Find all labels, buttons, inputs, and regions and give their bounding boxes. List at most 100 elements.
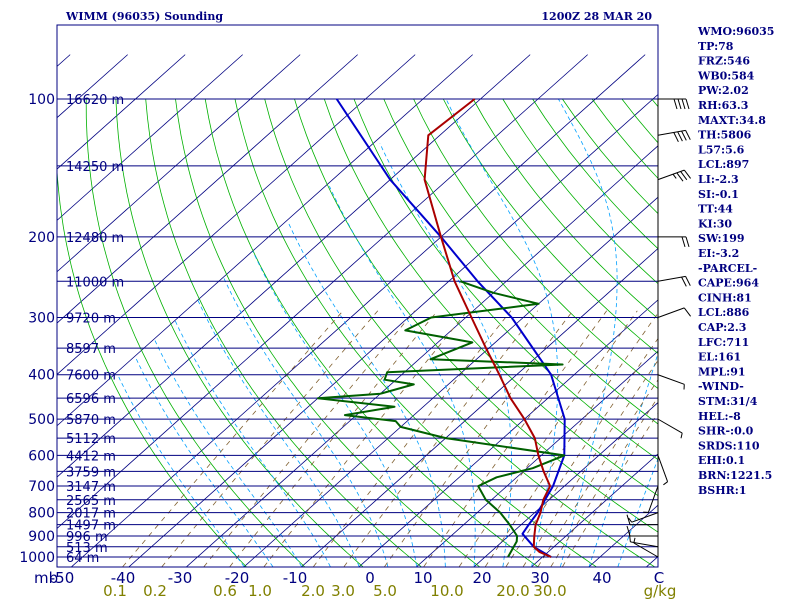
dry-adiabat-line (472, 98, 658, 320)
height-label: 9720 m (66, 312, 116, 327)
mixing-ratio-line (313, 310, 512, 567)
mixing-ratio-tick-label: 3.0 (331, 582, 355, 600)
isotherm-line (0, 55, 13, 576)
wind-barb-half-flag (680, 432, 683, 439)
height-label: 16620 m (66, 93, 124, 108)
moist-adiabat-line (252, 251, 417, 567)
wind-barb-flag (677, 98, 682, 110)
mixing-ratio-line (522, 359, 658, 567)
dry-adiabat-line (175, 98, 480, 567)
wind-barb (657, 455, 669, 486)
index-item: PW:2.02 (698, 84, 749, 97)
temperature-tick-label: 30 (530, 569, 549, 587)
wind-barb-flag (683, 169, 691, 179)
profile-curves (316, 98, 566, 558)
wind-barb-flag (626, 525, 631, 537)
index-item: EHI:0.1 (698, 454, 745, 467)
parcel-trace-line (335, 98, 566, 558)
mixing-ratio-tick-label: 0.1 (103, 582, 127, 600)
height-label: 513 m (66, 541, 108, 556)
height-label: 2565 m (66, 494, 116, 509)
mixing-ratio-tick-label: 20.0 (496, 582, 529, 600)
mixing-ratio-tick-label: 2.0 (301, 582, 325, 600)
moist-adiabat-line (287, 221, 446, 567)
wind-barb (643, 485, 659, 513)
pressure-tick-label: 700 (28, 479, 55, 495)
index-item: SHR-:0.0 (698, 425, 754, 438)
pressure-tick-label: 500 (28, 412, 55, 428)
wind-barb-flag (681, 98, 686, 110)
height-label: 1497 m (66, 519, 116, 534)
wind-barb-flag (677, 131, 683, 142)
height-label: 5870 m (66, 413, 116, 428)
sounding-time: 1200Z 28 MAR 20 (541, 10, 652, 23)
isotherm-line (185, 145, 658, 567)
dry-adiabat-line (413, 98, 658, 390)
index-item: L57:5.6 (698, 143, 745, 156)
index-item: MAXT:34.8 (698, 114, 766, 127)
wind-barb-flag (673, 98, 678, 110)
wind-barb-half-flag (672, 173, 677, 179)
mixing-ratio-line (550, 396, 658, 567)
index-item: CAP:2.3 (698, 321, 746, 334)
pressure-tick-label: 600 (28, 448, 55, 464)
index-item: SI:-0.1 (698, 188, 739, 201)
dry-adiabat-line (771, 99, 800, 567)
wind-barb (633, 537, 659, 558)
index-item: TP:78 (698, 40, 734, 53)
moist-adiabat-line (223, 277, 389, 567)
moist-adiabat-line (588, 351, 658, 567)
wind-barb-flag (626, 514, 631, 525)
wind-barb (626, 525, 659, 537)
index-item: BRN:1221.5 (698, 469, 772, 482)
pressure-tick-label: 300 (28, 311, 55, 327)
index-item: LCL:897 (698, 158, 749, 171)
mixing-ratio-tick-label: 30.0 (533, 582, 566, 600)
mixing-ratio-line (122, 310, 344, 567)
index-item: -WIND- (698, 380, 744, 393)
mixing-ratio-line (229, 310, 438, 567)
temperature-unit-label: C (654, 569, 664, 587)
height-label: 14250 m (66, 160, 124, 175)
wind-barb (657, 236, 690, 248)
dry-adiabat-line (234, 98, 597, 567)
wind-barb-flag (673, 132, 679, 143)
background-lines (0, 54, 800, 576)
dry-adiabat-line (264, 98, 655, 567)
wind-barb (626, 514, 659, 526)
temperature-tick-label: -40 (111, 569, 136, 587)
temperature-tick-label: -20 (225, 569, 250, 587)
dry-adiabat-line (85, 98, 305, 567)
isotherm-line (57, 54, 186, 170)
pressure-tick-label: 900 (28, 529, 55, 545)
index-item: SRDS:110 (698, 439, 760, 452)
wind-barb (657, 418, 683, 439)
pressure-unit-label: mb (34, 569, 58, 587)
temperature-tick-label: -30 (168, 569, 193, 587)
isotherm-line (70, 54, 646, 567)
wind-barb (628, 512, 659, 523)
temperature-line (423, 98, 552, 558)
wind-barb-flag (685, 98, 690, 110)
index-item: LFC:711 (698, 336, 749, 349)
moist-adiabat-line (445, 98, 559, 567)
wind-barb-shaft (657, 275, 686, 282)
index-item: SW:199 (698, 232, 745, 245)
height-label: 3147 m (66, 480, 116, 495)
wind-barb-shaft (633, 542, 659, 558)
wind-barb-shaft (647, 485, 659, 513)
wind-barbs (626, 98, 691, 558)
index-item: HEL:-8 (698, 410, 741, 423)
index-item: KI:30 (698, 217, 732, 230)
wind-barb-shaft (657, 374, 685, 385)
temperature-tick-label: -10 (283, 569, 308, 587)
mixing-ratio-line (505, 337, 658, 567)
dry-adiabat-line (562, 98, 658, 215)
temperature-tick-label: -50 (50, 569, 75, 587)
wind-barb-flag (681, 236, 686, 248)
index-item: EL:161 (698, 351, 741, 364)
isotherm-line (57, 54, 301, 273)
pressure-tick-label: 100 (28, 92, 55, 108)
